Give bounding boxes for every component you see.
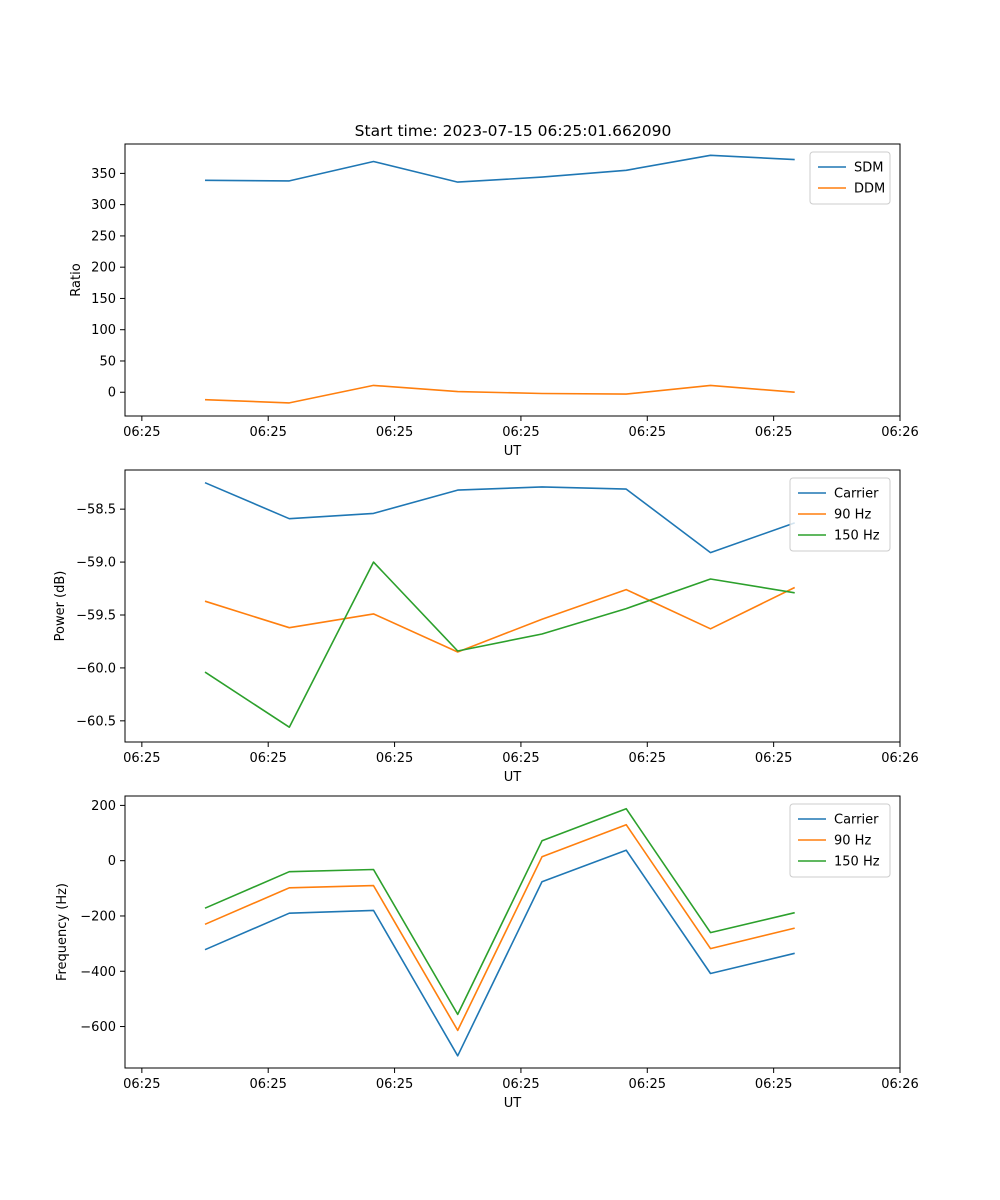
legend-label-90-hz: 90 Hz	[834, 834, 871, 849]
legend-label-150-hz: 150 Hz	[834, 529, 880, 544]
plot-frame	[124, 143, 901, 417]
y-tick-label: 250	[91, 229, 116, 244]
y-tick-label: −60.5	[76, 714, 116, 729]
x-tick-label: 06:25	[502, 1077, 539, 1092]
x-axis-label: UT	[504, 1096, 522, 1111]
x-tick-label: 06:25	[376, 1077, 413, 1092]
figure-title: Start time: 2023-07-15 06:25:01.662090	[355, 122, 672, 140]
x-tick-label: 06:26	[881, 751, 918, 766]
x-tick-label: 06:25	[376, 751, 413, 766]
y-tick-label: 200	[91, 261, 116, 276]
x-tick-label: 06:25	[502, 425, 539, 440]
legend-label-ddm: DDM	[854, 182, 885, 197]
y-tick-label: 350	[91, 167, 116, 182]
x-tick-label: 06:25	[629, 751, 666, 766]
x-tick-label: 06:25	[249, 425, 286, 440]
plot-frame	[124, 469, 901, 743]
series-line-ddm	[204, 384, 795, 404]
x-tick-label: 06:25	[755, 425, 792, 440]
y-tick-label: 200	[91, 799, 116, 814]
y-tick-label: 0	[108, 854, 116, 869]
y-axis-label: Ratio	[69, 263, 84, 296]
x-axis-label: UT	[504, 770, 522, 785]
plot-frame	[124, 795, 901, 1069]
x-axis-label: UT	[504, 444, 522, 459]
y-tick-label: 100	[91, 323, 116, 338]
series-line-90-hz	[204, 823, 795, 1032]
y-tick-label: −200	[80, 909, 116, 924]
x-tick-label: 06:25	[249, 751, 286, 766]
legend: Carrier 90 Hz 150 Hz	[789, 477, 891, 552]
legend-label-sdm: SDM	[854, 161, 883, 176]
x-tick-label: 06:25	[629, 1077, 666, 1092]
x-tick-label: 06:25	[755, 751, 792, 766]
frequency-panel: 06:25 06:25 06:25 06:25 06:25 06:25 06:26 −600 −…	[55, 795, 919, 1111]
y-tick-label: −600	[80, 1020, 116, 1035]
x-tick-label: 06:25	[123, 425, 160, 440]
legend: SDM DDM	[809, 151, 891, 205]
legend-label-150-hz: 150 Hz	[834, 855, 880, 870]
x-tick-label: 06:25	[755, 1077, 792, 1092]
legend-label-90-hz: 90 Hz	[834, 508, 871, 523]
x-tick-label: 06:25	[502, 751, 539, 766]
x-tick-label: 06:25	[376, 425, 413, 440]
series-line-carrier	[204, 849, 795, 1057]
y-tick-label: −400	[80, 965, 116, 980]
y-tick-label: 150	[91, 292, 116, 307]
series-line-sdm	[204, 154, 795, 183]
x-tick-label: 06:25	[249, 1077, 286, 1092]
x-tick-label: 06:26	[881, 425, 918, 440]
series-line-150-hz	[204, 807, 795, 1016]
legend-label-carrier: Carrier	[834, 813, 879, 828]
legend: Carrier 90 Hz 150 Hz	[789, 803, 891, 878]
y-tick-label: 300	[91, 198, 116, 213]
series-line-carrier	[204, 481, 795, 554]
y-tick-label: −58.5	[76, 503, 116, 518]
series-line-90-hz	[204, 586, 796, 653]
x-tick-label: 06:25	[123, 751, 160, 766]
legend-box	[809, 151, 891, 205]
ratio-panel: 06:25 06:25 06:25 06:25 06:25 06:25 06:26 0 50 10…	[69, 143, 919, 459]
y-tick-label: −60.0	[76, 661, 116, 676]
legend-box	[789, 803, 891, 878]
y-tick-label: 0	[108, 386, 116, 401]
series-line-150-hz	[204, 561, 795, 729]
legend-box	[789, 477, 891, 552]
y-tick-label: −59.5	[76, 608, 116, 623]
x-tick-label: 06:25	[123, 1077, 160, 1092]
y-axis-label: Power (dB)	[53, 571, 68, 642]
x-tick-label: 06:25	[629, 425, 666, 440]
y-tick-label: −59.0	[76, 556, 116, 571]
x-tick-label: 06:26	[881, 1077, 918, 1092]
power-panel: 06:25 06:25 06:25 06:25 06:25 06:25 06:26 −60.5…	[53, 469, 919, 785]
legend-label-carrier: Carrier	[834, 487, 879, 502]
y-axis-label: Frequency (Hz)	[55, 883, 70, 981]
y-tick-label: 50	[99, 354, 116, 369]
